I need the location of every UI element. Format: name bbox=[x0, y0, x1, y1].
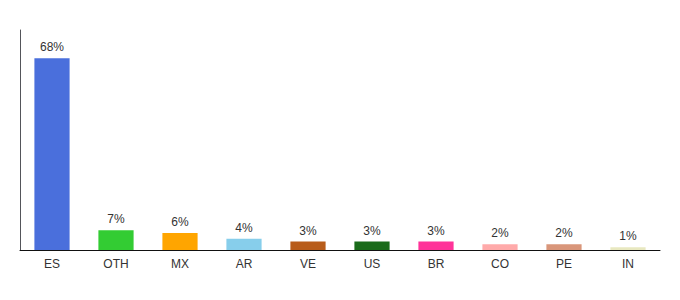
svg-text:IN: IN bbox=[622, 257, 634, 271]
svg-text:PE: PE bbox=[556, 257, 572, 271]
svg-text:US: US bbox=[364, 257, 381, 271]
svg-text:3%: 3% bbox=[363, 224, 381, 238]
svg-text:VE: VE bbox=[300, 257, 316, 271]
svg-text:2%: 2% bbox=[491, 226, 509, 240]
svg-text:ES: ES bbox=[44, 257, 60, 271]
svg-text:3%: 3% bbox=[427, 224, 445, 238]
svg-text:CO: CO bbox=[491, 257, 509, 271]
svg-text:MX: MX bbox=[171, 257, 189, 271]
svg-text:3%: 3% bbox=[299, 224, 317, 238]
svg-text:2%: 2% bbox=[555, 226, 573, 240]
svg-text:BR: BR bbox=[428, 257, 445, 271]
svg-text:OTH: OTH bbox=[103, 257, 128, 271]
svg-text:1%: 1% bbox=[619, 229, 637, 243]
svg-text:7%: 7% bbox=[107, 212, 125, 226]
svg-text:68%: 68% bbox=[40, 40, 64, 54]
svg-text:4%: 4% bbox=[235, 221, 253, 235]
svg-text:AR: AR bbox=[236, 257, 253, 271]
svg-text:6%: 6% bbox=[171, 215, 189, 229]
